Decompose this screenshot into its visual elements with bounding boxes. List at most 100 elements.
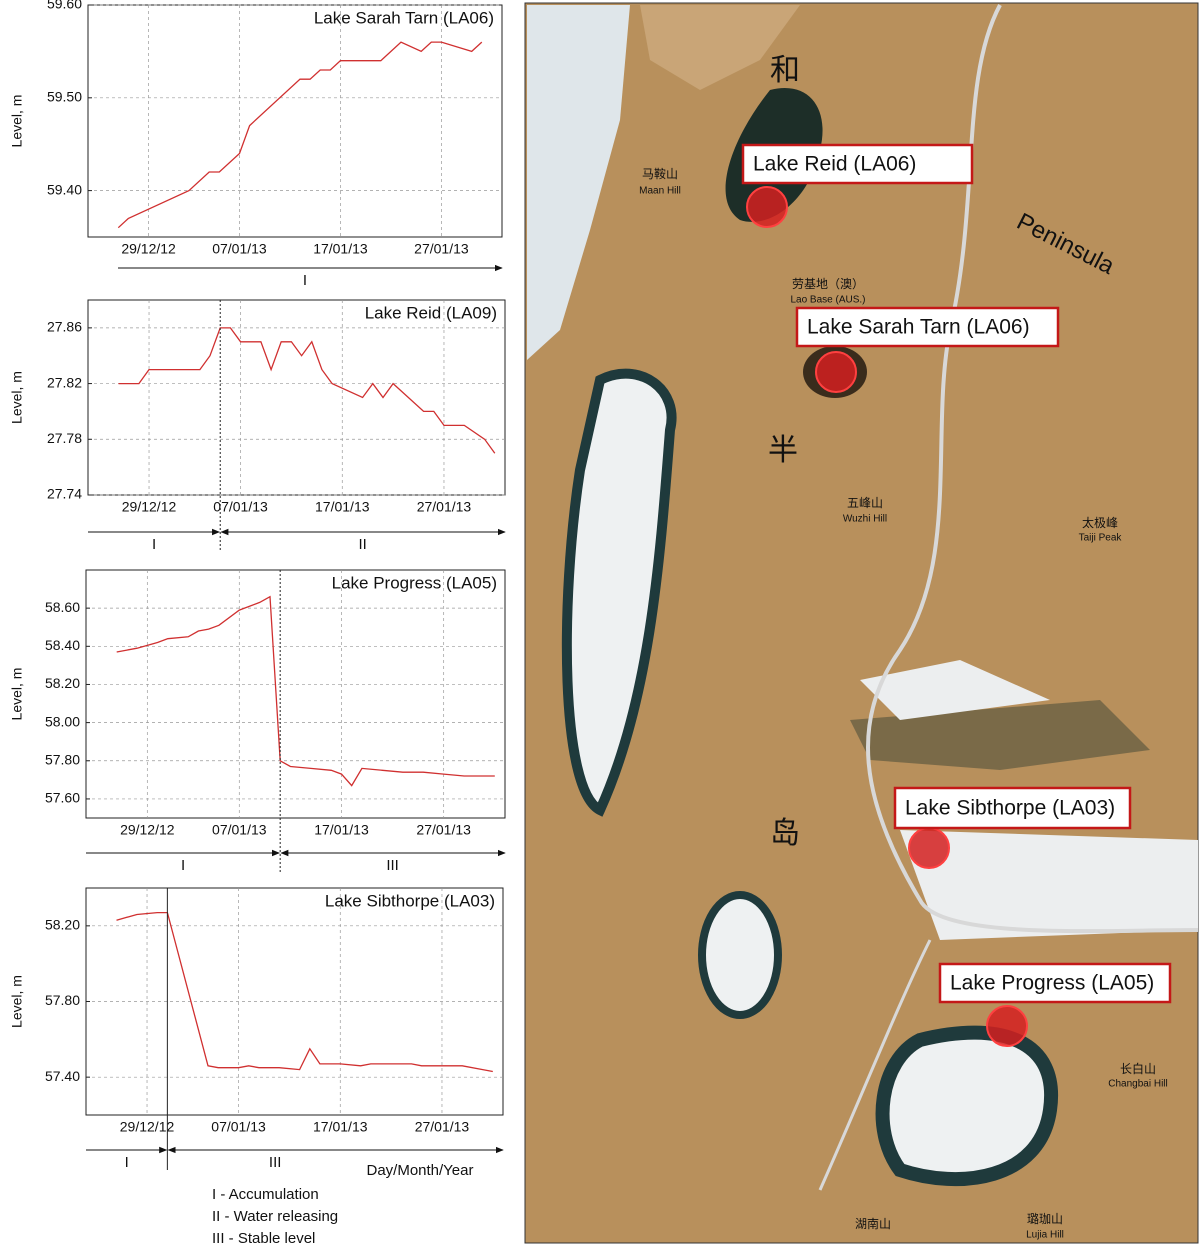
y-axis-label: Level, m [9,668,25,721]
ridge [640,5,800,90]
phase-label: I [152,536,156,553]
callout-label: Lake Sibthorpe (LA03) [905,797,1115,820]
x-tick-label: 29/12/12 [122,499,177,515]
callout-box [938,962,1172,1004]
plot-frame [87,4,503,238]
y-axis-label: Level, m [9,975,25,1028]
lake-shape [850,700,1150,770]
phase-label: III [269,1154,282,1171]
y-tick-label: 59.40 [47,181,82,197]
plot-frame [85,569,506,819]
y-tick-label: 58.00 [45,713,80,729]
x-tick-label: 29/12/12 [120,1119,175,1135]
y-tick-label: 58.40 [45,637,80,653]
chart-title: Lake Reid (LA09) [365,303,497,322]
phase-label: I [125,1154,129,1171]
map-label: Changbai Hill [1108,1079,1167,1090]
x-tick-label: 29/12/12 [120,822,175,838]
chart-title: Lake Progress (LA05) [332,573,497,592]
y-axis-label: Level, m [9,95,25,148]
x-tick-label: 17/01/13 [314,822,369,838]
y-tick-label: 58.20 [45,675,80,691]
x-tick-label: 07/01/13 [212,241,267,257]
plot-frame [87,299,506,496]
sea-ice [527,5,630,360]
lake-shape [875,1025,1059,1187]
callout-label: Lake Reid (LA06) [753,153,916,176]
phase-label: III [386,857,399,874]
map-label: Maan Hill [639,186,681,197]
road [818,939,932,1191]
snow-patch [860,660,1050,720]
x-tick-label: 27/01/13 [417,499,472,515]
chart-title: Lake Sarah Tarn (LA06) [314,8,494,27]
data-line [116,911,493,1073]
x-tick-label: 07/01/13 [211,1119,266,1135]
map: Lake Reid (LA06) Lake Sarah Tarn (LA06) La… [524,2,1199,1244]
x-tick-label: 27/01/13 [414,241,469,257]
map-label: Wuzhi Hill [843,514,887,525]
charts: 59.40 59.50 59.60 29/12/12 07/01/13 17/01/13 2… [9,0,506,1247]
y-axis-label: Level, m [9,371,25,424]
callout-label: Lake Sarah Tarn (LA06) [807,316,1030,339]
map-label: Lujia Hill [1026,1230,1064,1241]
x-tick-label: 27/01/13 [415,1119,470,1135]
phase-legend-item: III - Stable level [212,1230,315,1247]
phase-label: II [358,536,366,553]
lake-marker [986,1005,1028,1047]
callout-box [741,143,974,185]
x-tick-label: 07/01/13 [212,822,267,838]
map-label: 湖南山 [855,1216,891,1231]
lake-shape [698,891,782,1019]
plot-frame [85,887,504,1116]
phase-label: I [181,857,185,874]
x-tick-label: 17/01/13 [315,499,370,515]
callout-box [795,306,1060,348]
map-label: 半 [768,434,798,467]
road [866,4,1199,934]
y-tick-label: 57.40 [45,1068,80,1084]
map-label: 长白山 [1120,1061,1156,1076]
y-tick-label: 27.82 [47,374,82,390]
map-label: 太极峰 [1082,515,1118,530]
map-labels: Lake Reid (LA06) Lake Sarah Tarn (LA06) La… [639,54,1172,1241]
y-tick-label: 57.80 [45,751,80,767]
data-line [117,41,483,229]
y-tick-label: 57.80 [45,992,80,1008]
y-tick-label: 27.86 [47,319,82,335]
x-tick-label: 17/01/13 [313,241,368,257]
y-tick-label: 58.20 [45,917,80,933]
map-label: 璐珈山 [1027,1212,1063,1226]
map-label: 岛 [770,817,800,850]
map-label: 马鞍山 [642,166,678,181]
lake-marker [815,351,857,393]
phase-label: I [303,272,307,289]
y-tick-label: 58.60 [45,599,80,615]
lake-shape [561,368,677,817]
y-tick-label: 59.50 [47,89,82,105]
phase-legend-item: I - Accumulation [212,1186,319,1203]
data-line [118,327,496,454]
map-label: 和 [770,54,800,87]
snow-patch [900,830,1198,940]
map-label: Lao Base (AUS.) [790,295,865,306]
y-tick-label: 59.60 [47,0,82,12]
x-tick-label: 17/01/13 [313,1119,368,1135]
y-tick-label: 27.74 [47,486,82,502]
x-axis-label: Day/Month/Year [366,1162,473,1179]
y-tick-label: 27.78 [47,430,82,446]
x-tick-label: 27/01/13 [416,822,471,838]
callout-box [893,786,1132,830]
data-line [116,595,495,787]
callout-label: Lake Progress (LA05) [950,972,1154,995]
map-label: 五峰山 [847,496,883,510]
phase-legend-item: II - Water releasing [212,1208,338,1225]
x-tick-label: 29/12/12 [121,241,176,257]
map-label: 劳基地（澳） [792,277,864,291]
y-tick-label: 57.60 [45,790,80,806]
chart-title: Lake Sibthorpe (LA03) [325,891,495,910]
map-label: Taiji Peak [1079,533,1123,544]
lake-marker [746,186,788,228]
x-tick-label: 07/01/13 [213,499,268,515]
